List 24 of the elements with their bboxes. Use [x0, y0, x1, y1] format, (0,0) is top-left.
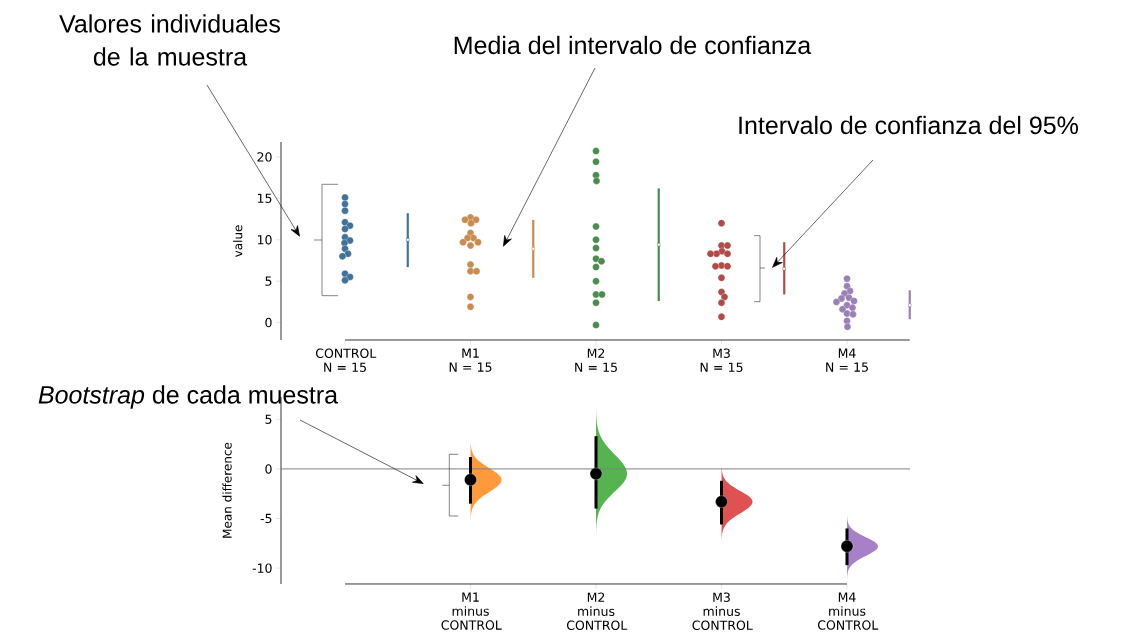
x-tick-label: M3 N = 15: [700, 348, 743, 372]
x-tick-label: M4 minus CONTROL: [817, 592, 879, 630]
x-tick-label: M3 minus CONTROL: [692, 592, 753, 630]
y-tick-label: 0: [265, 464, 272, 474]
y-tick-label: 10: [257, 235, 272, 245]
y-tick-label: 5: [265, 414, 272, 424]
x-tick-label: M2 N = 15: [575, 348, 617, 372]
x-tick-label: CONTROL N = 15: [315, 348, 377, 372]
y-tick-label: 20: [257, 152, 272, 162]
text: Intervalo de confianza del 95%: [739, 115, 1078, 135]
text: Media del intervalo de confianza: [454, 35, 812, 55]
y-axis-title: value: [233, 225, 243, 258]
annotation: Bootstrap de cada muestra: [38, 385, 339, 409]
y-tick-label: 5: [265, 276, 272, 286]
x-tick-label: M4 N = 15: [826, 348, 868, 372]
y-axis-title: Mean difference: [222, 442, 232, 538]
x-tick-label: M1 N = 15: [449, 348, 492, 372]
y-tick-label: -10: [252, 563, 272, 573]
text: Valores individuales de la muestra: [59, 14, 280, 66]
y-tick-label: 0: [265, 317, 272, 328]
y-tick-label: 15: [257, 193, 272, 203]
y-tick-label: -5: [260, 513, 272, 524]
x-tick-label: M1 minus CONTROL: [441, 592, 502, 630]
x-tick-label: M2 minus CONTROL: [566, 592, 628, 630]
